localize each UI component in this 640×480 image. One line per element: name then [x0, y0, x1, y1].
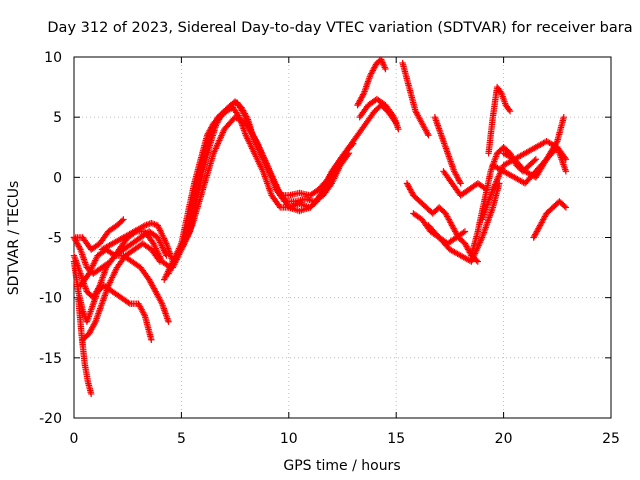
x-axis-label: GPS time / hours	[283, 458, 400, 474]
data-point-marker	[456, 178, 464, 186]
data-point-marker	[339, 156, 346, 163]
chart-title: Day 312 of 2023, Sidereal Day-to-day VTE…	[47, 20, 632, 36]
y-tick-labels: -20 -15 -10 -5 0 5 10	[39, 50, 62, 427]
series-arc-v	[500, 138, 570, 175]
data-point-marker	[389, 112, 397, 119]
data-point-marker	[395, 126, 402, 133]
y-axis-label: SDTVAR / TECUs	[6, 181, 22, 296]
series-arc-c	[75, 294, 95, 398]
data-point-marker	[425, 132, 432, 139]
series-arc-h	[98, 219, 177, 265]
series-arc-j	[354, 56, 389, 109]
y-tick-label: 0	[53, 170, 62, 186]
data-point-marker	[460, 229, 467, 236]
x-tick-label: 10	[280, 431, 298, 447]
data-point-marker	[125, 299, 132, 306]
series-arc-w	[530, 198, 570, 241]
data-point-marker	[497, 88, 504, 95]
series-arc-q	[440, 168, 490, 199]
series-arc-g	[77, 228, 170, 289]
data-point-marker	[140, 311, 148, 318]
data-point-marker	[561, 203, 568, 210]
data-point-marker	[338, 157, 345, 164]
data-point-marker	[461, 228, 469, 235]
series-arc-u	[489, 144, 570, 187]
data-point-marker	[275, 202, 283, 210]
data-point-marker	[87, 390, 95, 398]
series-arc-k	[356, 95, 402, 133]
series-band-4	[178, 113, 346, 253]
series-arc-m	[403, 180, 482, 265]
x-tick-labels: 0 5 10 15 20 25	[70, 431, 620, 447]
y-tick-label: -20	[39, 411, 62, 427]
data-point-marker	[76, 244, 83, 252]
data-point-marker	[562, 168, 570, 175]
data-point-marker	[120, 216, 127, 223]
data-point-marker	[532, 156, 540, 163]
data-point-marker	[118, 217, 126, 224]
data-point-marker	[560, 113, 567, 121]
x-tick-label: 15	[387, 431, 405, 447]
y-tick-label: -5	[48, 231, 62, 247]
data-point-marker	[531, 157, 538, 164]
series-arc-p	[431, 113, 464, 187]
data-point-marker	[359, 91, 367, 98]
data-point-marker	[243, 114, 251, 122]
data-point-marker	[165, 318, 172, 325]
y-tick-label: 5	[53, 110, 62, 126]
series-arc-s	[485, 83, 514, 157]
data-points	[70, 56, 570, 398]
data-point-marker	[424, 130, 431, 137]
series-arc-l	[399, 59, 432, 139]
data-point-marker	[158, 298, 165, 306]
data-point-marker	[505, 106, 513, 113]
axis-ticks	[73, 56, 612, 419]
data-point-marker	[562, 204, 570, 211]
data-point-marker	[506, 107, 514, 115]
series-arc-o	[425, 180, 503, 265]
data-point-marker	[91, 320, 98, 327]
series-arc-f	[70, 216, 127, 253]
data-point-marker	[382, 65, 389, 73]
data-point-marker	[457, 180, 464, 187]
x-tick-label: 5	[177, 431, 186, 447]
x-tick-label: 25	[602, 431, 620, 447]
data-point-marker	[474, 258, 482, 265]
data-point-marker	[148, 336, 155, 343]
x-tick-label: 0	[70, 431, 79, 447]
x-tick-label: 20	[495, 431, 513, 447]
y-tick-label: -10	[39, 291, 62, 307]
y-tick-label: 10	[44, 50, 62, 66]
y-tick-label: -15	[39, 351, 62, 367]
